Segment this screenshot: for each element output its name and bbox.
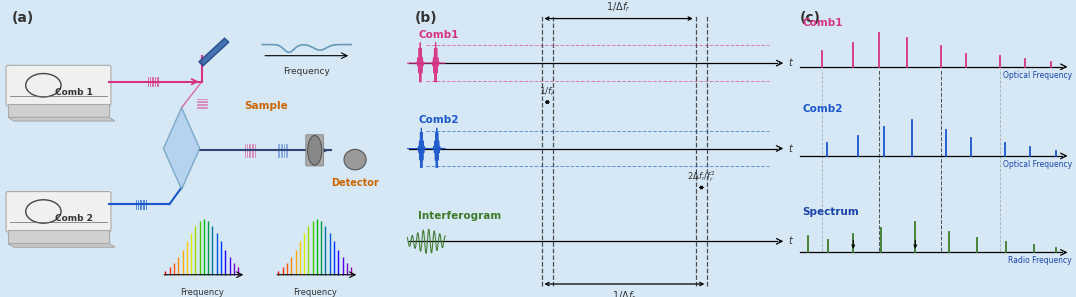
- Text: $2\Delta f_r/f_r^2$: $2\Delta f_r/f_r^2$: [688, 169, 716, 184]
- Ellipse shape: [344, 149, 366, 170]
- Text: Optical Frequency: Optical Frequency: [1003, 160, 1072, 169]
- Text: $1/\Delta f_r$: $1/\Delta f_r$: [606, 0, 631, 14]
- Text: Detector: Detector: [331, 178, 379, 188]
- Text: Optical Frequency: Optical Frequency: [1003, 71, 1072, 80]
- Text: Interferogram: Interferogram: [419, 211, 501, 221]
- Text: Comb2: Comb2: [803, 104, 843, 114]
- Polygon shape: [164, 108, 200, 189]
- FancyBboxPatch shape: [6, 65, 111, 106]
- FancyBboxPatch shape: [306, 135, 324, 166]
- Text: t: t: [788, 58, 792, 68]
- Text: (a): (a): [12, 11, 34, 25]
- Text: Comb 2: Comb 2: [55, 214, 93, 224]
- Polygon shape: [199, 38, 229, 66]
- Text: Radio Frequency: Radio Frequency: [1008, 256, 1072, 265]
- Text: Comb1: Comb1: [419, 30, 458, 40]
- Text: Sample: Sample: [244, 101, 288, 111]
- Text: (b): (b): [414, 11, 437, 25]
- Text: t: t: [788, 143, 792, 154]
- Text: Spectrum: Spectrum: [803, 207, 860, 217]
- Text: (c): (c): [799, 11, 821, 25]
- Polygon shape: [9, 244, 115, 247]
- Polygon shape: [9, 117, 115, 121]
- Polygon shape: [9, 230, 109, 244]
- Text: Comb 1: Comb 1: [55, 88, 93, 97]
- Text: Frequency: Frequency: [180, 288, 224, 297]
- Polygon shape: [9, 104, 109, 117]
- Text: Comb1: Comb1: [803, 18, 843, 28]
- Text: Frequency: Frequency: [283, 67, 330, 76]
- FancyBboxPatch shape: [6, 192, 111, 232]
- Text: Frequency: Frequency: [293, 288, 337, 297]
- Ellipse shape: [308, 135, 322, 165]
- Text: Comb2: Comb2: [419, 115, 458, 125]
- Text: t: t: [788, 236, 792, 246]
- Text: $1/f_r$: $1/f_r$: [539, 86, 556, 98]
- Text: $1/\Delta f_r$: $1/\Delta f_r$: [612, 289, 637, 297]
